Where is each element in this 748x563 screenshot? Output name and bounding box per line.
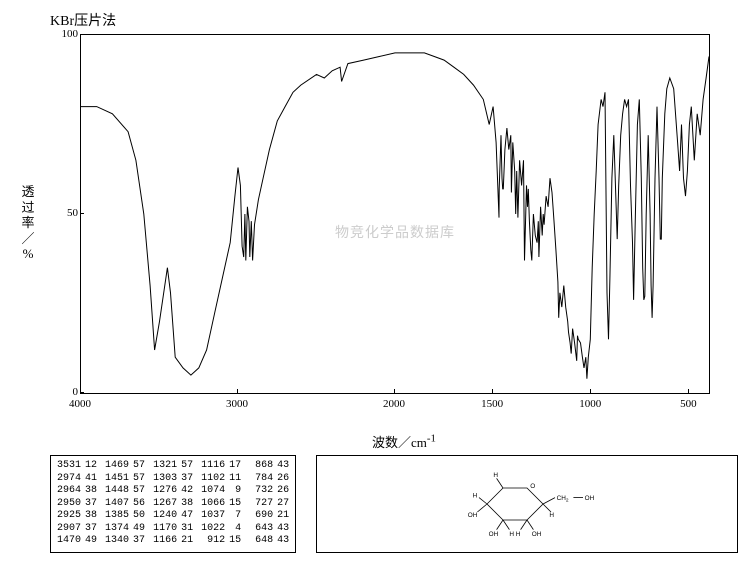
x-tick-mark: [394, 389, 395, 393]
svg-text:O: O: [530, 483, 535, 490]
chart-title: KBr压片法: [50, 10, 738, 30]
x-tick-label: 1000: [579, 398, 601, 410]
svg-text:OH: OH: [532, 531, 542, 538]
plot-box: 物竞化学品数据库: [80, 34, 710, 394]
x-axis-label: 波数／cm-1: [70, 432, 738, 451]
x-tick-mark: [237, 389, 238, 393]
y-label-char: %: [20, 246, 36, 262]
y-tick-mark: [80, 213, 84, 214]
peak-column: 3531 2974 2964 2950 2925 2907 1470 12 41 …: [57, 460, 97, 548]
y-tick-mark: [80, 34, 84, 35]
y-tick-label: 0: [50, 386, 78, 398]
y-tick-label: 100: [50, 28, 78, 40]
peak-transmittances: 12 41 38 37 38 37 49: [85, 460, 97, 548]
y-label-char: 透: [20, 184, 36, 200]
svg-text:OH: OH: [468, 512, 478, 519]
svg-text:CH2: CH2: [557, 495, 569, 504]
x-tick-label: 3000: [226, 398, 248, 410]
peak-transmittances: 57 57 57 56 50 49 37: [133, 460, 145, 548]
peak-wavenumbers: 868 784 732 727 690 643 648: [249, 460, 273, 548]
svg-text:OH: OH: [585, 495, 595, 502]
peak-transmittances: 17 11 9 15 7 4 15: [229, 460, 241, 548]
peak-wavenumbers: 3531 2974 2964 2950 2925 2907 1470: [57, 460, 81, 548]
peak-column: 868 784 732 727 690 643 648 43 26 26 27 2…: [249, 460, 289, 548]
y-ticks: 050100: [50, 34, 78, 394]
x-tick-mark: [688, 389, 689, 393]
svg-text:H: H: [509, 531, 514, 538]
y-label-char: 率: [20, 215, 36, 231]
peak-wavenumbers: 1321 1303 1276 1267 1240 1170 1166: [153, 460, 177, 548]
y-tick-label: 50: [50, 207, 78, 219]
watermark: 物竞化学品数据库: [335, 222, 455, 242]
y-axis-label: 透过率／%: [20, 184, 36, 262]
chart-area: 透过率／% 050100 物竞化学品数据库 400030002000150010…: [50, 34, 730, 414]
spectrum-line: [81, 35, 709, 393]
structure-svg: OH H H O OH H H OH H CH2 OH: [447, 464, 607, 544]
x-tick-label: 1500: [481, 398, 503, 410]
peak-table: 3531 2974 2964 2950 2925 2907 1470 12 41 …: [50, 455, 296, 553]
svg-text:H: H: [473, 492, 478, 499]
x-tick-label: 2000: [383, 398, 405, 410]
peak-transmittances: 57 37 42 38 47 31 21: [181, 460, 193, 548]
x-tick-mark: [590, 389, 591, 393]
y-label-char: ／: [20, 231, 36, 247]
peak-wavenumbers: 1469 1451 1448 1407 1385 1374 1340: [105, 460, 129, 548]
y-label-char: 过: [20, 200, 36, 216]
x-tick-mark: [492, 389, 493, 393]
svg-text:H: H: [549, 512, 554, 519]
molecular-structure: OH H H O OH H H OH H CH2 OH: [316, 455, 738, 553]
peak-column: 1321 1303 1276 1267 1240 1170 1166 57 37 …: [153, 460, 193, 548]
x-tick-label: 500: [680, 398, 697, 410]
y-tick-mark: [80, 392, 84, 393]
x-tick-label: 4000: [69, 398, 91, 410]
peak-transmittances: 43 26 26 27 21 43 43: [277, 460, 289, 548]
svg-text:H: H: [493, 472, 498, 479]
svg-text:OH: OH: [489, 531, 499, 538]
peak-column: 1469 1451 1448 1407 1385 1374 1340 57 57 …: [105, 460, 145, 548]
svg-text:H: H: [516, 531, 521, 538]
peak-column: 1116 1102 1074 1066 1037 1022 912 17 11 9…: [201, 460, 241, 548]
peak-wavenumbers: 1116 1102 1074 1066 1037 1022 912: [201, 460, 225, 548]
